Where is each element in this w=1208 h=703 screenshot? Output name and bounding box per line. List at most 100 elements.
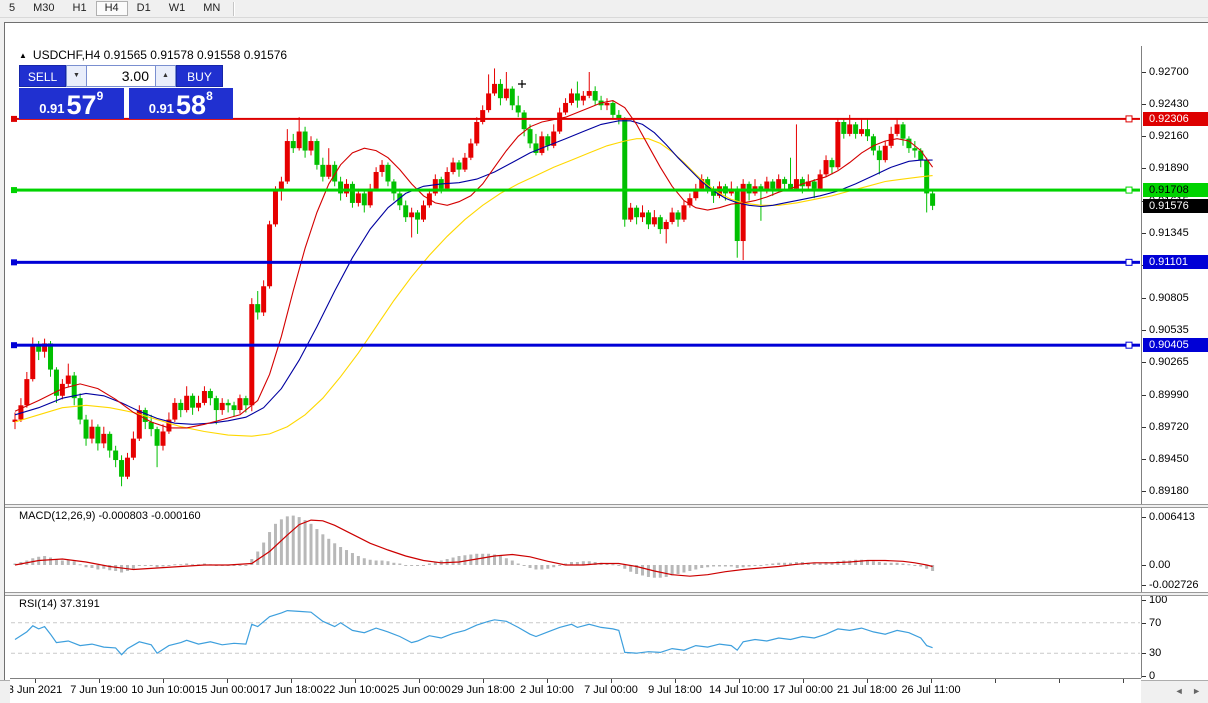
candle-bear bbox=[711, 188, 717, 196]
macd-histogram-bar bbox=[818, 562, 822, 565]
time-axis[interactable]: 3 Jun 2021 7 Jun 19:00 10 Jun 10:00 15 Jun … bbox=[10, 678, 1141, 703]
macd-histogram-bar bbox=[688, 565, 692, 571]
hline-right-handle[interactable] bbox=[1125, 341, 1133, 349]
price-tick-label: 0.89450 bbox=[1149, 453, 1189, 465]
volume-decrease-button[interactable]: ▼ bbox=[66, 65, 87, 87]
macd-histogram-bar bbox=[777, 562, 781, 565]
macd-histogram-bar bbox=[546, 565, 550, 569]
macd-histogram-bar bbox=[84, 565, 88, 568]
time-tick bbox=[675, 679, 676, 683]
volume-increase-button[interactable]: ▲ bbox=[155, 65, 176, 87]
time-label: 17 Jun 18:00 bbox=[259, 684, 323, 696]
sell-price-prefix: 0.91 bbox=[39, 101, 65, 116]
hline-0.90405[interactable] bbox=[11, 343, 1140, 347]
time-tick bbox=[291, 679, 292, 683]
rsi-tick-label: 70 bbox=[1149, 617, 1162, 629]
candle-bear bbox=[657, 217, 663, 230]
macd-histogram-bar bbox=[493, 554, 497, 565]
candle-bull bbox=[681, 205, 687, 220]
candle-bull bbox=[503, 88, 509, 99]
time-tick bbox=[419, 679, 420, 683]
sell-price-display[interactable]: 0.91 57 9 bbox=[19, 88, 124, 119]
time-label: 14 Jul 10:00 bbox=[709, 684, 769, 696]
macd-chart-canvas[interactable] bbox=[10, 507, 1141, 591]
macd-histogram-bar bbox=[860, 559, 864, 565]
macd-histogram-bar bbox=[830, 562, 834, 565]
candle-bear bbox=[912, 148, 918, 151]
candle-bear bbox=[213, 398, 219, 411]
macd-histogram-bar bbox=[386, 561, 390, 565]
hline-left-handle[interactable] bbox=[11, 342, 17, 349]
candle-bear bbox=[782, 179, 788, 184]
hline-right-handle[interactable] bbox=[1125, 258, 1133, 266]
candle-bull bbox=[278, 181, 284, 192]
rsi-window-separator[interactable] bbox=[5, 592, 1208, 596]
price-axis[interactable]: 0.927000.924300.921600.918900.916150.913… bbox=[1141, 46, 1208, 682]
macd-histogram-bar bbox=[244, 565, 248, 566]
candle-bear bbox=[799, 179, 805, 187]
macd-histogram-bar bbox=[285, 516, 289, 565]
hline-0.91101[interactable] bbox=[11, 260, 1140, 264]
time-tick bbox=[483, 679, 484, 683]
buy-price-display[interactable]: 0.91 58 8 bbox=[128, 88, 233, 119]
sell-button[interactable]: SELL bbox=[19, 65, 66, 87]
macd-histogram-bar bbox=[13, 563, 17, 565]
candle-bull bbox=[823, 160, 829, 175]
macd-window-separator[interactable] bbox=[5, 504, 1208, 508]
candle-bull bbox=[124, 457, 130, 477]
hline-right-handle[interactable] bbox=[1125, 186, 1133, 194]
timeframe-button-h1[interactable]: H1 bbox=[72, 2, 87, 14]
hline-right-handle[interactable] bbox=[1125, 115, 1133, 123]
timeframe-button-5[interactable]: 5 bbox=[9, 2, 16, 14]
macd-histogram-bar bbox=[581, 561, 585, 565]
hline-0.92306[interactable] bbox=[11, 117, 1140, 120]
buy-button[interactable]: BUY bbox=[176, 65, 223, 87]
time-tick bbox=[1059, 679, 1060, 683]
macd-histogram-bar bbox=[232, 565, 236, 566]
timeframe-button-m30[interactable]: M30 bbox=[33, 2, 55, 14]
hline-left-handle[interactable] bbox=[11, 115, 17, 122]
time-label: 10 Jun 10:00 bbox=[131, 684, 195, 696]
rsi-tick-label: 0 bbox=[1149, 670, 1156, 682]
timeframe-button-h4[interactable]: H4 bbox=[95, 1, 128, 16]
time-tick bbox=[355, 679, 356, 683]
macd-histogram-bar bbox=[54, 559, 58, 565]
hline-left-handle[interactable] bbox=[11, 187, 17, 194]
candle-bull bbox=[462, 157, 468, 170]
candle-bull bbox=[172, 402, 178, 420]
candle-bull bbox=[557, 112, 563, 132]
macd-histogram-bar bbox=[783, 562, 787, 565]
time-label: 7 Jun 19:00 bbox=[70, 684, 128, 696]
time-tick bbox=[739, 679, 740, 683]
chart-area[interactable]: ▲ USDCHF,H4 0.91565 0.91578 0.91558 0.915… bbox=[4, 22, 1208, 703]
candle-bull bbox=[201, 391, 207, 403]
timeframe-button-d1[interactable]: D1 bbox=[136, 2, 151, 14]
candle-bull bbox=[604, 102, 610, 106]
candle-bear bbox=[622, 118, 628, 220]
candle-bull bbox=[409, 212, 415, 218]
macd-histogram-bar bbox=[250, 559, 254, 565]
collapse-panel-icon[interactable]: ▲ bbox=[19, 51, 27, 60]
rsi-chart-canvas[interactable] bbox=[10, 595, 1141, 678]
time-tick bbox=[547, 679, 548, 683]
macd-histogram-bar bbox=[125, 565, 129, 571]
macd-histogram-bar bbox=[392, 562, 396, 565]
timeframe-button-mn[interactable]: MN bbox=[203, 2, 221, 14]
tab-scroll-arrows[interactable]: ◄ ► bbox=[1174, 686, 1204, 696]
timeframe-button-w1[interactable]: W1 bbox=[168, 2, 186, 14]
macd-tick bbox=[1142, 565, 1146, 566]
hline-left-handle[interactable] bbox=[11, 259, 17, 266]
volume-input[interactable] bbox=[87, 65, 155, 87]
macd-histogram-bar bbox=[350, 553, 354, 565]
candle-bear bbox=[403, 205, 409, 218]
price-chart-canvas[interactable] bbox=[10, 46, 1141, 504]
macd-histogram-bar bbox=[564, 563, 568, 565]
macd-histogram-bar bbox=[191, 564, 195, 566]
candle-bear bbox=[119, 460, 125, 477]
candle-bear bbox=[829, 160, 835, 168]
candle-bull bbox=[628, 207, 634, 220]
time-tick bbox=[611, 679, 612, 683]
macd-histogram-bar bbox=[865, 560, 869, 565]
candle-bull bbox=[699, 179, 705, 189]
hline-0.91708[interactable] bbox=[11, 188, 1140, 192]
